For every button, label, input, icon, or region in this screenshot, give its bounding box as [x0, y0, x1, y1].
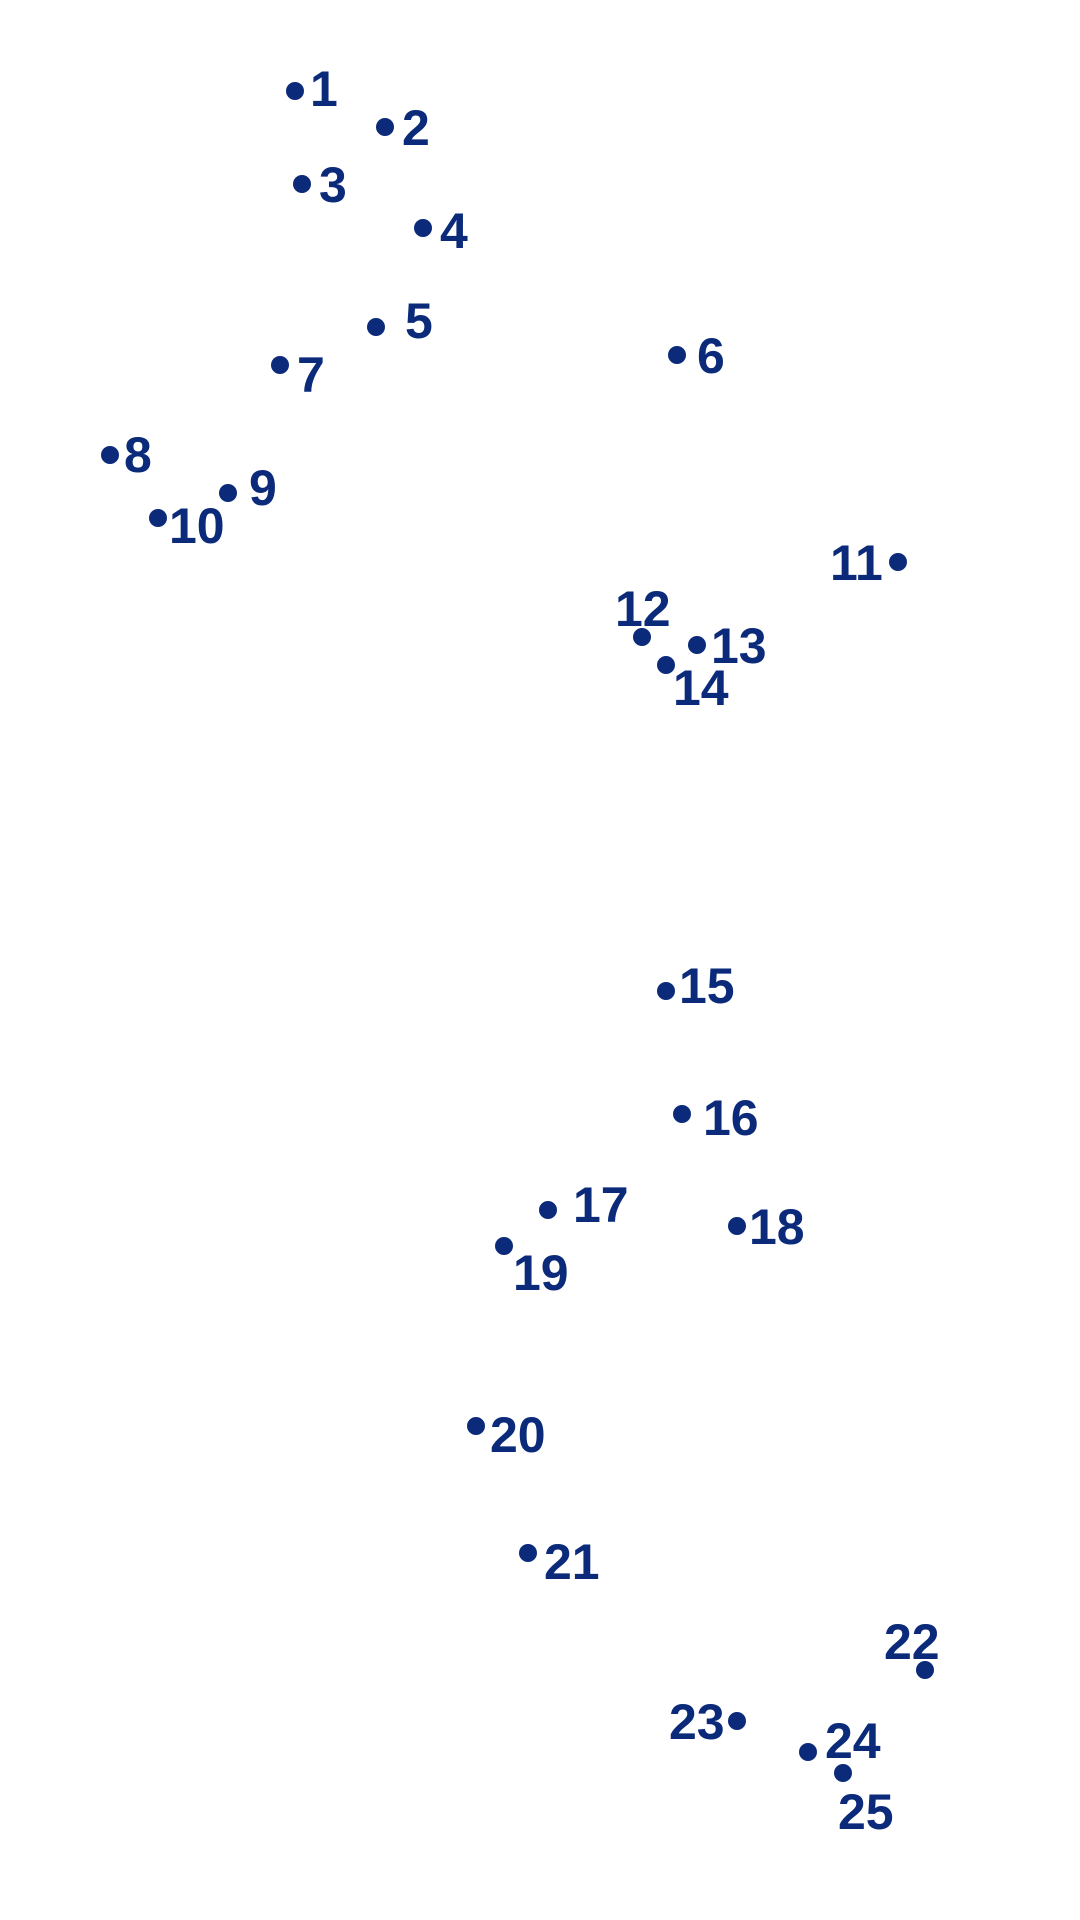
dot-1[interactable]: 1 [286, 61, 338, 117]
dot-number-label: 24 [825, 1713, 881, 1769]
dot-12[interactable]: 12 [615, 581, 671, 646]
dot-number-label: 15 [679, 958, 735, 1014]
dot-marker[interactable] [688, 636, 706, 654]
dot-number-label: 4 [440, 203, 468, 259]
dot-number-label: 10 [169, 498, 225, 554]
dot-number-label: 21 [544, 1534, 600, 1590]
dot-17[interactable]: 17 [539, 1177, 629, 1233]
dot-marker[interactable] [286, 82, 304, 100]
dot-10[interactable]: 10 [149, 498, 225, 554]
dot-marker[interactable] [495, 1237, 513, 1255]
dot-marker[interactable] [799, 1743, 817, 1761]
dot-number-label: 11 [830, 535, 883, 591]
dot-6[interactable]: 6 [668, 328, 725, 384]
dot-number-label: 18 [749, 1199, 805, 1255]
dot-number-label: 25 [838, 1784, 894, 1840]
dot-25[interactable]: 25 [834, 1764, 894, 1840]
dot-number-label: 22 [884, 1614, 940, 1670]
dot-number-label: 20 [490, 1407, 546, 1463]
dot-23[interactable]: 23 [669, 1694, 746, 1750]
dot-2[interactable]: 2 [376, 100, 430, 156]
dot-marker[interactable] [293, 175, 311, 193]
dot-marker[interactable] [673, 1105, 691, 1123]
dot-24[interactable]: 24 [799, 1713, 881, 1769]
dot-marker[interactable] [467, 1417, 485, 1435]
dot-18[interactable]: 18 [728, 1199, 805, 1255]
dot-marker[interactable] [657, 656, 675, 674]
dot-number-label: 7 [297, 347, 325, 403]
dot-3[interactable]: 3 [293, 157, 347, 213]
dot-number-label: 6 [697, 328, 725, 384]
dot-22[interactable]: 22 [884, 1614, 940, 1679]
dot-marker[interactable] [271, 356, 289, 374]
dot-marker[interactable] [539, 1201, 557, 1219]
dot-number-label: 14 [673, 660, 729, 716]
dot-16[interactable]: 16 [673, 1090, 759, 1146]
dot-number-label: 19 [513, 1245, 569, 1301]
dot-number-label: 23 [669, 1694, 725, 1750]
dot-marker[interactable] [367, 318, 385, 336]
dot-number-label: 5 [405, 293, 433, 349]
dot-number-label: 16 [703, 1090, 759, 1146]
dot-number-label: 1 [310, 61, 338, 117]
dot-marker[interactable] [519, 1544, 537, 1562]
dot-number-label: 2 [402, 100, 430, 156]
dot-marker[interactable] [657, 982, 675, 1000]
dot-marker[interactable] [376, 118, 394, 136]
dot-marker[interactable] [633, 628, 651, 646]
dot-marker[interactable] [414, 219, 432, 237]
dot-9[interactable]: 9 [219, 460, 277, 516]
dot-number-label: 8 [124, 427, 152, 483]
dot-13[interactable]: 13 [688, 618, 767, 674]
dot-marker[interactable] [916, 1661, 934, 1679]
dot-marker[interactable] [219, 484, 237, 502]
dot-19[interactable]: 19 [495, 1237, 569, 1301]
dot-number-label: 3 [319, 157, 347, 213]
dot-20[interactable]: 20 [467, 1407, 546, 1463]
dot-14[interactable]: 14 [657, 656, 729, 716]
dot-7[interactable]: 7 [271, 347, 325, 403]
dot-15[interactable]: 15 [657, 958, 735, 1014]
dot-marker[interactable] [668, 346, 686, 364]
dot-21[interactable]: 21 [519, 1534, 600, 1590]
dot-8[interactable]: 8 [101, 427, 152, 483]
dot-marker[interactable] [728, 1712, 746, 1730]
dot-marker[interactable] [728, 1217, 746, 1235]
dot-5[interactable]: 5 [367, 293, 433, 349]
dot-marker[interactable] [101, 446, 119, 464]
dot-number-label: 13 [711, 618, 767, 674]
dot-4[interactable]: 4 [414, 203, 468, 259]
dot-marker[interactable] [834, 1764, 852, 1782]
dot-marker[interactable] [149, 509, 167, 527]
dot-11[interactable]: 11 [830, 535, 907, 591]
dot-number-label: 9 [249, 460, 277, 516]
dot-number-label: 17 [573, 1177, 629, 1233]
dot-marker[interactable] [889, 553, 907, 571]
dot-number-label: 12 [615, 581, 671, 637]
